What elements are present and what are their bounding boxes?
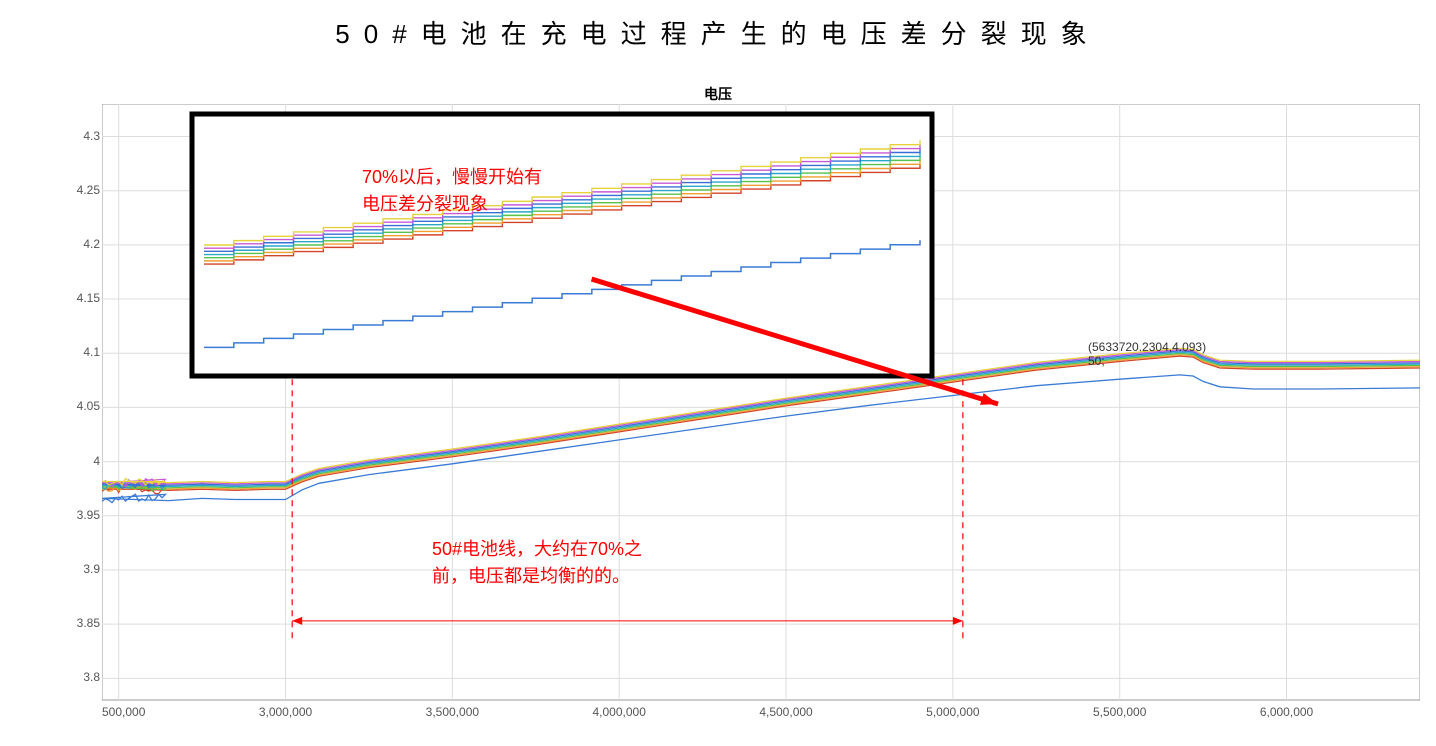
svg-text:4,500,000: 4,500,000 bbox=[759, 705, 813, 719]
chart-svg: 3.83.853.93.9544.054.14.154.24.254.32,50… bbox=[102, 104, 1420, 724]
svg-text:5,000,000: 5,000,000 bbox=[926, 705, 980, 719]
lower-annotation-line2: 前，电压都是均衡的的。 bbox=[432, 566, 630, 586]
y-tick-label: 3.9 bbox=[83, 562, 100, 576]
inset-annotation-line2: 电压差分裂现象 bbox=[362, 194, 488, 214]
tooltip-coords: (5633720.2304,4.093) bbox=[1088, 340, 1206, 354]
svg-text:2,500,000: 2,500,000 bbox=[102, 705, 146, 719]
y-tick-label: 4 bbox=[93, 454, 100, 468]
tooltip-series: 50; bbox=[1088, 354, 1105, 368]
y-tick-label: 4.15 bbox=[77, 291, 100, 305]
y-tick-label: 4.3 bbox=[83, 129, 100, 143]
y-tick-label: 3.95 bbox=[77, 508, 100, 522]
svg-text:6,000,000: 6,000,000 bbox=[1260, 705, 1314, 719]
svg-text:4,000,000: 4,000,000 bbox=[592, 705, 646, 719]
inset-annotation: 70%以后，慢慢开始有电压差分裂现象 bbox=[362, 164, 542, 218]
svg-text:3,000,000: 3,000,000 bbox=[259, 705, 313, 719]
chart-subtitle: 电压 bbox=[0, 84, 1436, 104]
page-title: 50#电池在充电过程产生的电压差分裂现象 bbox=[0, 14, 1436, 51]
y-axis-labels: 3.8 3.85 3.9 3.95 4 4.05 4.1 4.15 4.2 4.25 4.3 bbox=[60, 104, 100, 700]
y-tick-label: 4.25 bbox=[77, 183, 100, 197]
y-tick-label: 3.85 bbox=[77, 616, 100, 630]
lower-annotation: 50#电池线，大约在70%之前，电压都是均衡的的。 bbox=[432, 536, 642, 590]
y-tick-label: 3.8 bbox=[83, 670, 100, 684]
svg-text:3,500,000: 3,500,000 bbox=[426, 705, 480, 719]
y-tick-label: 4.1 bbox=[83, 345, 100, 359]
svg-text:5,500,000: 5,500,000 bbox=[1093, 705, 1147, 719]
lower-annotation-line1: 50#电池线，大约在70%之 bbox=[432, 539, 642, 559]
data-tooltip: (5633720.2304,4.093) 50; bbox=[1088, 340, 1206, 368]
y-tick-label: 4.2 bbox=[83, 237, 100, 251]
inset-annotation-line1: 70%以后，慢慢开始有 bbox=[362, 167, 542, 187]
main-chart: 3.83.853.93.9544.054.14.154.24.254.32,50… bbox=[102, 104, 1420, 724]
y-tick-label: 4.05 bbox=[77, 399, 100, 413]
